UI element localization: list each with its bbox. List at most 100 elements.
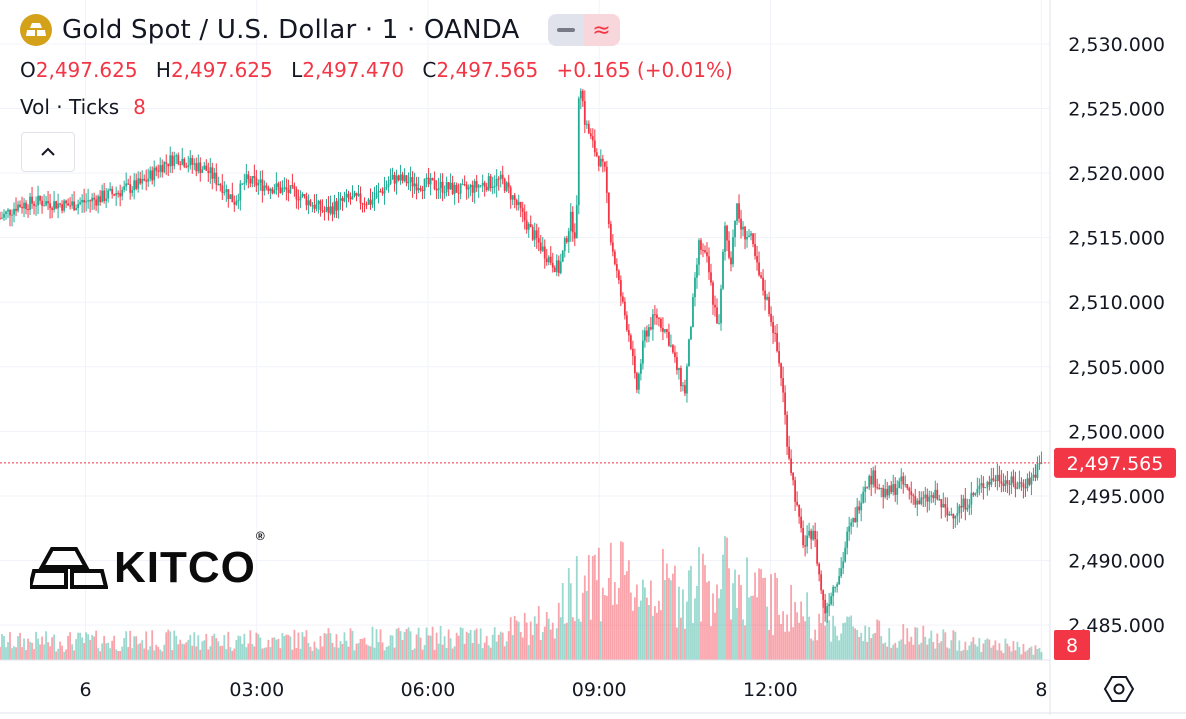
candle-body (173, 156, 176, 166)
volume-bar (599, 621, 602, 660)
candle-body (149, 170, 152, 179)
ohlc-legend: O2,497.625 H2,497.625 L2,497.470 C2,497.… (20, 58, 745, 82)
volume-bar (680, 617, 682, 660)
volume-bar (533, 616, 536, 660)
indicator-pill[interactable]: ≈ (547, 14, 620, 46)
candle-body (419, 188, 422, 190)
volume-bar (880, 636, 883, 660)
volume-bar (491, 634, 494, 660)
candle-body (804, 545, 807, 547)
volume-bar (593, 554, 596, 660)
candle-body (241, 183, 244, 185)
settings-icon[interactable] (1103, 675, 1135, 703)
candle-body (249, 179, 252, 184)
volume-bar (461, 628, 464, 660)
volume-bar (609, 542, 612, 660)
volume-bar (489, 647, 492, 660)
candle-body (191, 157, 194, 165)
volume-bar (886, 646, 889, 660)
volume-bar (898, 640, 901, 660)
volume-bar (738, 574, 740, 660)
candle-body (928, 496, 931, 502)
candle-body (89, 200, 92, 202)
candle-body (61, 204, 63, 211)
candle-body (297, 199, 300, 201)
volume-bar (792, 627, 794, 660)
volume-bar (760, 569, 762, 660)
volume-bar (944, 632, 947, 660)
volume-bar (433, 649, 436, 660)
volume-bar (255, 632, 258, 660)
candle-body (559, 261, 562, 274)
candle-body (714, 304, 716, 308)
volume-legend[interactable]: Vol · Ticks 8 (20, 95, 146, 119)
candle-body (633, 356, 636, 374)
candle-body (179, 163, 182, 165)
volume-bar (387, 645, 390, 660)
candle-body (734, 221, 736, 238)
volume-bar (1032, 654, 1035, 660)
volume-bar (770, 574, 772, 660)
price-axis[interactable]: 2,530.000 2,525.000 2,520.000 2,515.000 2,51… (1068, 34, 1165, 637)
candle-body (934, 489, 937, 499)
volume-bar (916, 627, 919, 660)
volume-bar (726, 537, 728, 660)
candle-body (209, 167, 212, 174)
volume-bar (551, 622, 554, 660)
candle-body (688, 339, 690, 367)
volume-bar (794, 601, 796, 660)
wave-icon[interactable]: ≈ (583, 14, 620, 46)
volume-bar (543, 626, 546, 660)
candle-body (123, 186, 126, 190)
volume-bar (778, 614, 780, 660)
candle-body (461, 184, 464, 186)
volume-bar (127, 647, 130, 660)
collapse-legend-button[interactable] (21, 132, 75, 172)
volume-bar (515, 620, 518, 660)
time-axis[interactable]: 6 03:00 06:00 09:00 12:00 8 (80, 679, 1048, 701)
candle-body (770, 313, 772, 322)
candle-body (814, 530, 817, 540)
volume-bar (575, 556, 578, 660)
candle-body (565, 238, 568, 243)
volume-bar (215, 638, 218, 660)
volume-bar (563, 623, 566, 660)
volume-bar (183, 644, 186, 660)
candle-body (527, 223, 530, 230)
volume-bar (890, 647, 893, 660)
volume-bar (517, 621, 520, 660)
volume-bar (652, 615, 654, 660)
volume-bar (920, 642, 923, 660)
volume-bar (117, 650, 120, 660)
candle-body (213, 172, 216, 179)
volume-bar (894, 642, 897, 660)
candle-body (1024, 487, 1027, 489)
candle-body (543, 246, 546, 259)
candle-body (880, 488, 883, 490)
candle-body (938, 499, 941, 501)
candle-body (183, 158, 186, 167)
candle-body (497, 178, 500, 180)
candle-body (469, 185, 472, 188)
candle-body (664, 329, 666, 332)
volume-bar (483, 642, 486, 660)
symbol-title[interactable]: Gold Spot / U.S. Dollar · 1 · OANDA (62, 15, 520, 45)
volume-bar (307, 642, 310, 660)
volume-bar (185, 642, 188, 660)
volume-bar (613, 582, 616, 660)
volume-bar (347, 646, 350, 660)
minus-icon[interactable] (547, 14, 584, 46)
candle-body (439, 181, 442, 189)
candle-body (800, 516, 803, 529)
volume-bar (1034, 645, 1037, 660)
volume-bar (231, 650, 234, 660)
volume-bar (429, 635, 432, 660)
volume-bar (557, 602, 560, 660)
candle-body (674, 352, 676, 358)
candle-body (726, 225, 728, 241)
volume-bar (914, 627, 917, 660)
volume-bar (762, 578, 764, 660)
y-tick-label: 2,515.000 (1068, 228, 1165, 250)
